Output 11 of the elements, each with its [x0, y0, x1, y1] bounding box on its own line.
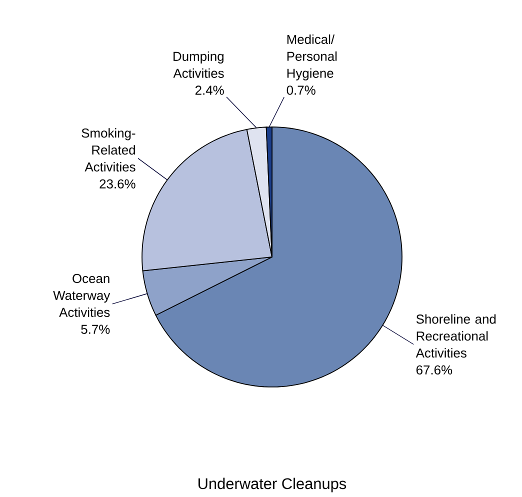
slice-label: Shoreline and Recreational Activities [416, 314, 496, 358]
slice-label: Medical/ Personal Hygiene [287, 34, 337, 80]
slice-label: Smoking-Related Activities [82, 128, 136, 172]
data-label: 0.7% [286, 86, 316, 95]
slice-label: Dumping Activities [173, 51, 224, 78]
data-label: 67.6% [416, 365, 452, 375]
text: Underwater Cleanups [198, 478, 346, 492]
data-label: 5.7% [81, 324, 110, 334]
data-label: 2.4% [195, 86, 224, 95]
slice-label: Ocean Waterway Activities [53, 274, 110, 317]
data-label: 23.6% [100, 179, 136, 188]
